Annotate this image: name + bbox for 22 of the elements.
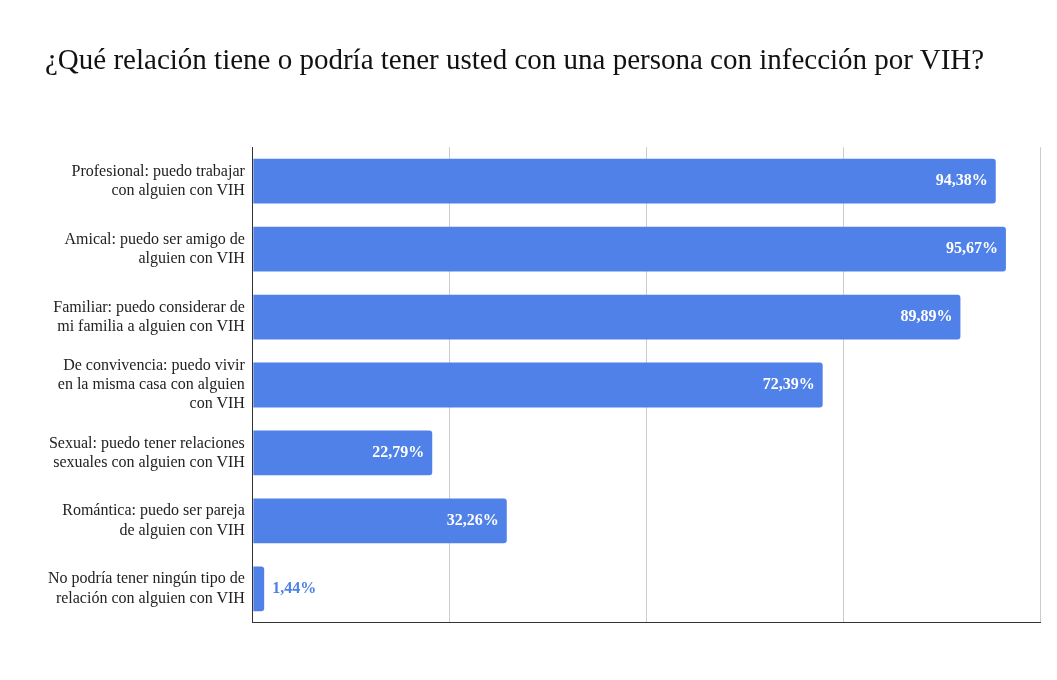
y-tick-label: Sexual: puedo tener relaciones sexuales con alguien con VIH bbox=[48, 433, 246, 471]
data-label: 1,44% bbox=[272, 578, 317, 596]
chart-title: ¿Qué relación tiene o podría tener usted con una persona con infección por VIH? bbox=[45, 43, 986, 75]
y-tick-label: No podría tener ningún tipo de relación con alguien con VIH bbox=[48, 569, 246, 607]
bar bbox=[253, 566, 265, 612]
y-tick-label: Profesional: puedo trabajar con alguien con VIH bbox=[71, 161, 246, 199]
bar bbox=[253, 498, 507, 544]
data-label: 94,38% bbox=[935, 171, 988, 189]
bar bbox=[253, 362, 823, 408]
bar bbox=[253, 158, 996, 204]
bar bbox=[253, 294, 961, 340]
data-label: 89,89% bbox=[900, 307, 953, 325]
y-tick-label: De convivencia: puedo vivir en la misma casa con alguien con VIH bbox=[57, 356, 246, 412]
y-tick-label: Amical: puedo ser amigo de alguien con VIH bbox=[64, 229, 246, 267]
bar bbox=[253, 430, 433, 476]
data-label: 22,79% bbox=[372, 443, 425, 461]
data-label: 95,67% bbox=[945, 239, 998, 257]
y-tick-label: Romántica: puedo ser pareja de alguien con VIH bbox=[62, 501, 246, 539]
data-label: 72,39% bbox=[762, 375, 815, 393]
y-tick-label: Familiar: puedo considerar de mi familia a alguien con VIH bbox=[53, 297, 246, 335]
data-label: 32,26% bbox=[446, 511, 499, 529]
bar bbox=[253, 226, 1006, 272]
